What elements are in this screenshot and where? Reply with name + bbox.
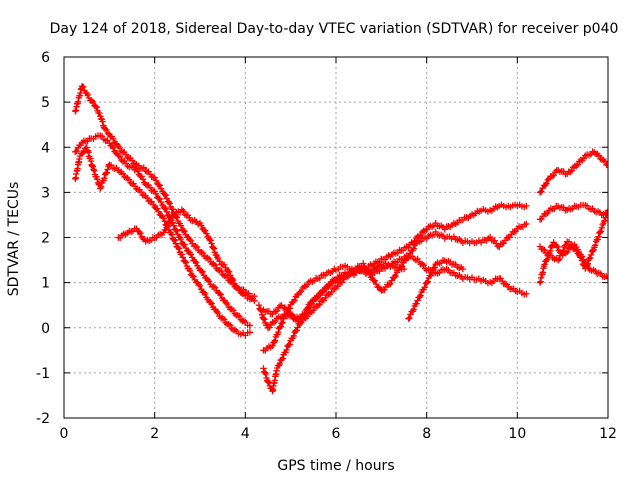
x-tick-label: 10 (508, 426, 526, 442)
x-tick-label: 8 (422, 426, 431, 442)
series-markers (260, 201, 530, 395)
series-track-7 (260, 220, 530, 327)
y-tick-label: 2 (41, 231, 50, 247)
series-markers (536, 148, 608, 196)
series-track-10 (536, 148, 608, 196)
series-track-8 (255, 260, 408, 332)
series-markers (405, 256, 467, 322)
x-axis-label: GPS time / hours (277, 458, 394, 474)
series-track-2 (72, 132, 254, 329)
y-tick-label: -1 (36, 366, 50, 382)
series-track-5 (260, 201, 530, 395)
x-tick-label: 0 (60, 426, 69, 442)
series-track-3 (72, 144, 254, 339)
series-markers (536, 207, 608, 272)
series-markers (72, 132, 254, 329)
series-track-1 (72, 83, 258, 303)
grid (64, 57, 608, 418)
series-markers (536, 201, 608, 223)
y-tick-label: 4 (41, 140, 50, 156)
series-track-4 (115, 206, 258, 304)
x-tick-label: 6 (332, 426, 341, 442)
y-tick-label: 3 (41, 185, 50, 201)
x-tick-label: 12 (599, 426, 617, 442)
plot-frame (63, 56, 609, 419)
series-markers (72, 83, 258, 303)
series-markers (115, 206, 258, 304)
series-markers (255, 260, 408, 332)
y-tick-label: -2 (36, 411, 50, 427)
series-track-11 (536, 201, 608, 223)
series-markers (260, 220, 530, 327)
data-series (72, 83, 608, 395)
series-track-13 (536, 207, 608, 272)
series-markers (72, 144, 254, 339)
y-tick-label: 6 (41, 50, 50, 66)
chart-title: Day 124 of 2018, Sidereal Day-to-day VTE… (50, 21, 619, 37)
y-tick-label: 0 (41, 321, 50, 337)
x-tick-label: 2 (150, 426, 159, 442)
y-axis-label: SDTVAR / TECUs (6, 182, 22, 297)
series-track-9 (405, 256, 467, 322)
x-tick-label: 4 (241, 426, 250, 442)
y-tick-label: 1 (41, 276, 50, 292)
y-tick-label: 5 (41, 95, 50, 111)
